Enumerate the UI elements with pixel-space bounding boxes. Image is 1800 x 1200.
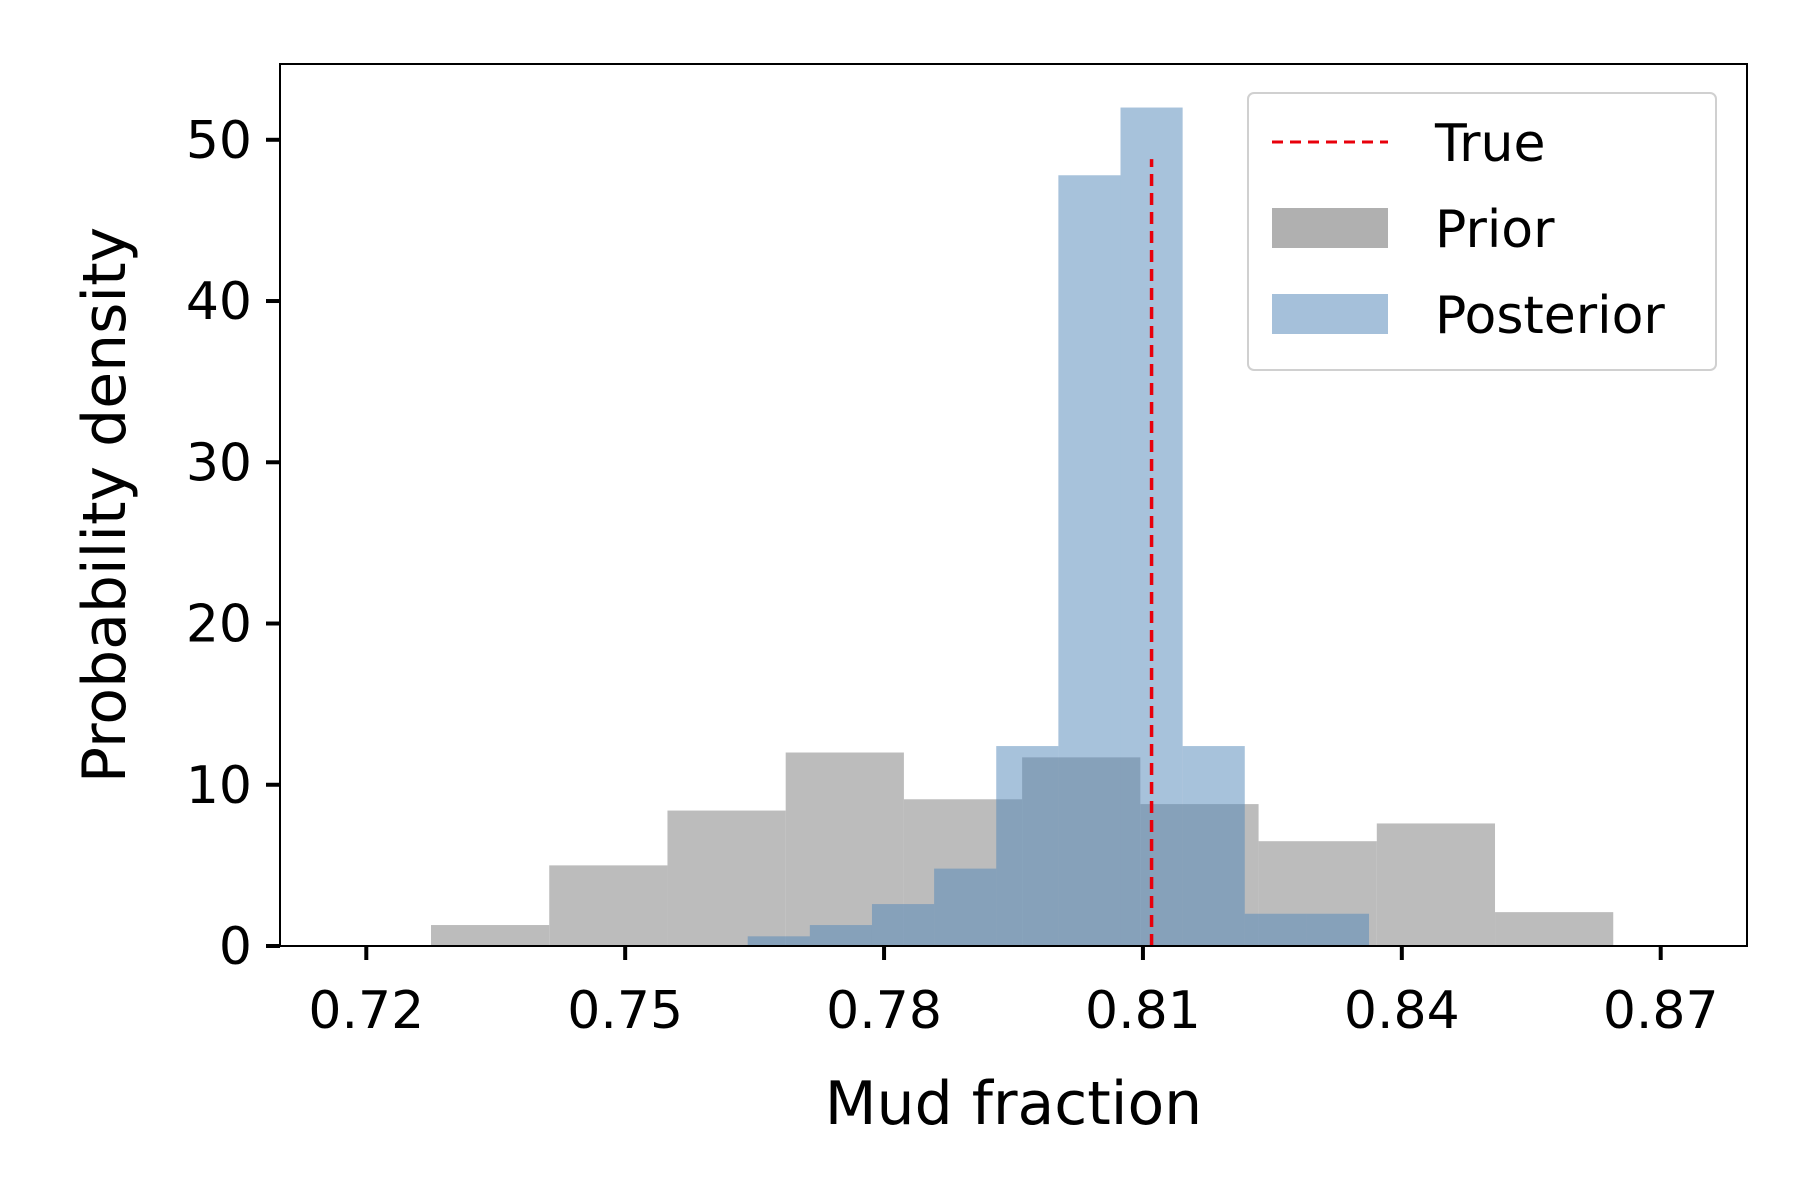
posterior-bar-3 [934, 868, 997, 946]
y-tick-label: 10 [186, 756, 252, 816]
y-tick-label: 20 [186, 595, 252, 655]
x-tick-label: 0.78 [826, 981, 942, 1041]
y-axis-ticks: 0 10 20 30 40 50 [186, 111, 280, 977]
posterior-bar-4 [996, 746, 1059, 946]
posterior-bar-1 [809, 925, 872, 946]
legend: True Prior Posterior [1247, 92, 1717, 371]
y-tick-label: 30 [186, 433, 252, 493]
y-tick-label: 50 [186, 111, 252, 171]
y-axis-label: Probability density [70, 227, 140, 783]
prior-bar-8 [1376, 823, 1496, 946]
prior-bar-1 [549, 865, 668, 946]
y-tick-label: 0 [219, 917, 252, 977]
legend-prior-swatch [1272, 208, 1388, 248]
prior-bar-9 [1495, 912, 1614, 946]
x-tick-label: 0.72 [308, 981, 424, 1041]
posterior-bar-9 [1306, 913, 1370, 946]
posterior-bar-7 [1182, 746, 1245, 946]
prior-bar-2 [667, 810, 786, 946]
legend-posterior-label: Posterior [1435, 286, 1665, 346]
plot-area-frame [279, 63, 1748, 947]
posterior-bar-8 [1244, 913, 1307, 946]
y-tick-label: 40 [186, 272, 252, 332]
posterior-bar-2 [871, 904, 935, 946]
posterior-bar-5 [1058, 175, 1121, 947]
x-tick-label: 0.84 [1344, 981, 1460, 1041]
x-tick-label: 0.75 [567, 981, 683, 1041]
legend-prior-label: Prior [1435, 200, 1555, 260]
legend-posterior-swatch [1272, 294, 1388, 334]
x-axis-label: Mud fraction [825, 1069, 1202, 1139]
x-tick-label: 0.87 [1603, 981, 1719, 1041]
x-tick-label: 0.81 [1085, 981, 1201, 1041]
posterior-bar-0 [747, 936, 810, 946]
prior-bar-0 [431, 925, 550, 946]
legend-true-label: True [1434, 114, 1545, 174]
x-axis-ticks: 0.72 0.75 0.78 0.81 0.84 0.87 [308, 946, 1719, 1041]
